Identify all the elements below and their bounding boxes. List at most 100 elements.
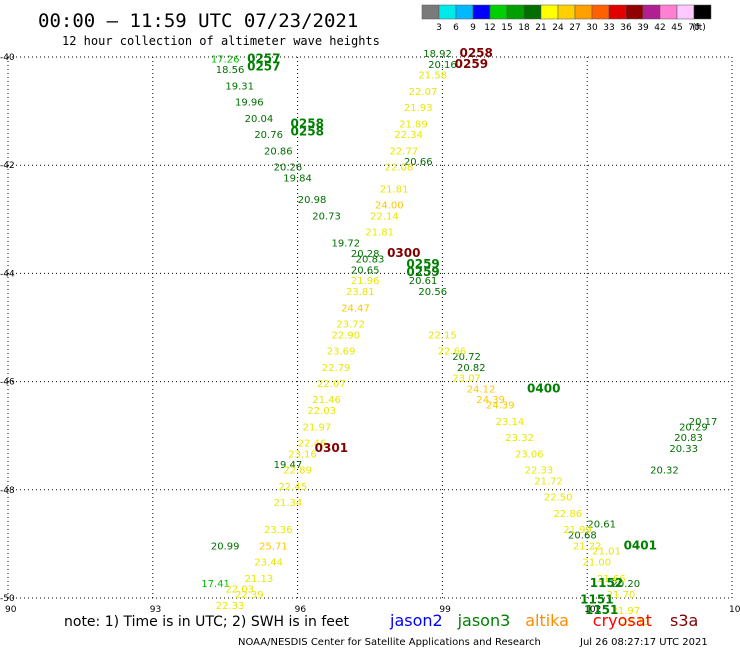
color-scale-label: 18 [518,23,530,33]
wave-height-label: 23.32 [505,433,534,444]
wave-height-label: 24.12 [467,384,496,395]
color-scale-label: 33 [603,23,614,33]
wave-height-label: 19.31 [225,81,254,92]
wave-height-label: 21.81 [365,228,394,239]
color-scale-swatch [472,4,491,20]
wave-height-label: 20.33 [669,444,698,455]
wave-height-label: 17.41 [201,579,230,590]
page-title: 00:00 – 11:59 UTC 07/23/2021 [38,10,358,32]
wave-height-label: 23.14 [496,417,525,428]
color-scale-label: 21 [535,23,546,33]
wave-height-label: 23.06 [515,449,544,460]
wave-height-label: 20.98 [298,195,327,206]
pass-time-label: 0258 [291,124,324,138]
pass-time-label: 0259 [406,265,439,279]
satellite-legend: jason2 jason3 altika cryosat s3a [389,611,698,630]
wave-height-label: 23.72 [336,320,365,331]
wave-height-label: 22.33 [525,466,554,477]
color-scale-swatch [455,4,474,20]
wave-height-label: 22.15 [428,330,457,341]
color-scale-label: 15 [501,23,512,33]
pass-time-label: 0257 [247,51,280,65]
color-scale-swatch [693,4,712,20]
color-scale-swatch [659,4,678,20]
wave-height-label: 21.70 [607,590,636,601]
wave-height-label: 22.90 [332,330,361,341]
lon-tick-label: 99 [439,605,451,615]
lat-tick-label: -42 [0,161,15,171]
wave-height-label: 21.99 [563,525,592,536]
lon-tick-label: 96 [295,605,307,615]
pass-time-labels: 0257025702580258025802590300025902590400… [247,46,657,617]
wave-height-label: 21.46 [312,395,341,406]
color-scale-swatch [489,4,508,20]
lat-tick-label: -48 [0,486,15,496]
wave-height-label: 21.97 [611,606,640,617]
wave-height-label: 21.93 [404,103,433,114]
lat-tick-label: -44 [0,269,15,279]
wave-height-label: 20.26 [274,163,303,174]
wave-height-label: 21.96 [351,276,380,287]
wave-height-label: 22.03 [307,406,336,417]
color-scale: 3 6 9 12 15 18 21 24 27 30 33 36 39 42 45 70(ft) [421,4,712,33]
wave-height-label: 20.17 [689,417,718,428]
color-scale-swatch [591,4,610,20]
wave-height-label: 20.32 [650,466,679,477]
wave-height-label: 20.82 [457,363,486,374]
wave-height-label: 21.58 [418,71,447,82]
pass-time-label: 1151 [580,592,613,606]
wave-height-label: 20.56 [418,287,447,298]
wave-height-label: 22.13 [621,617,650,628]
wave-height-label: 19.84 [283,173,312,184]
color-scale-swatch [625,4,644,20]
wave-height-label: 20.83 [356,255,385,266]
color-scale-label: 45 [671,23,682,33]
wave-height-label: 22.14 [370,211,399,222]
pass-time-label: 0401 [624,538,657,552]
pass-time-label: 0259 [455,57,488,71]
wave-height-label: 22.86 [554,509,583,520]
color-scale-swatch [523,4,542,20]
wave-height-label: 22.39 [235,590,264,601]
wave-height-label: 21.00 [583,558,612,569]
pass-time-label: 0400 [527,381,560,395]
wave-height-label: 21.81 [380,184,409,195]
lat-tick-label: -50 [0,594,15,604]
color-scale-label: 27 [569,23,580,33]
wave-height-label: 24.39 [486,401,515,412]
color-scale-label: 6 [453,23,459,33]
wave-height-label: 23.36 [264,525,293,536]
color-scale-swatch [608,4,627,20]
pass-time-label: 0258 [459,46,492,60]
pass-time-label: 0300 [387,246,420,260]
color-scale-label: 9 [470,23,476,33]
pass-time-label: 0259 [406,257,439,271]
wave-height-label: 20.99 [211,541,240,552]
wave-height-label: 24.39 [476,395,505,406]
wave-height-label: 22.77 [389,146,418,157]
color-scale-swatch [557,4,576,20]
footer-note: note: 1) Time is in UTC; 2) SWH is in fe… [64,614,350,630]
footer-timestamp: Jul 26 08:27:17 UTC 2021 [579,637,708,648]
wave-height-label: 23.16 [288,449,317,460]
wave-height-label: 21.97 [303,422,332,433]
wave-height-label: 21.89 [399,119,428,130]
color-scale-label: 12 [484,23,495,33]
wave-height-label: 21.01 [592,547,621,558]
wave-height-label: 23.44 [254,558,283,569]
wave-height-label: 20.29 [679,422,708,433]
wave-height-label: 22.33 [216,601,245,612]
wave-height-label: 24.47 [341,303,370,314]
color-scale-label: 3 [436,23,442,33]
wave-height-label: 22.89 [283,466,312,477]
wave-height-label: 25.71 [259,541,288,552]
wave-height-label: 20.28 [351,249,380,260]
map-grid [7,56,733,599]
lon-tick-label: 90 [5,605,17,615]
legend-item-jason2: jason2 [389,611,443,630]
wave-height-label: 19.47 [274,460,303,471]
wave-height-label: 20.68 [568,530,597,541]
